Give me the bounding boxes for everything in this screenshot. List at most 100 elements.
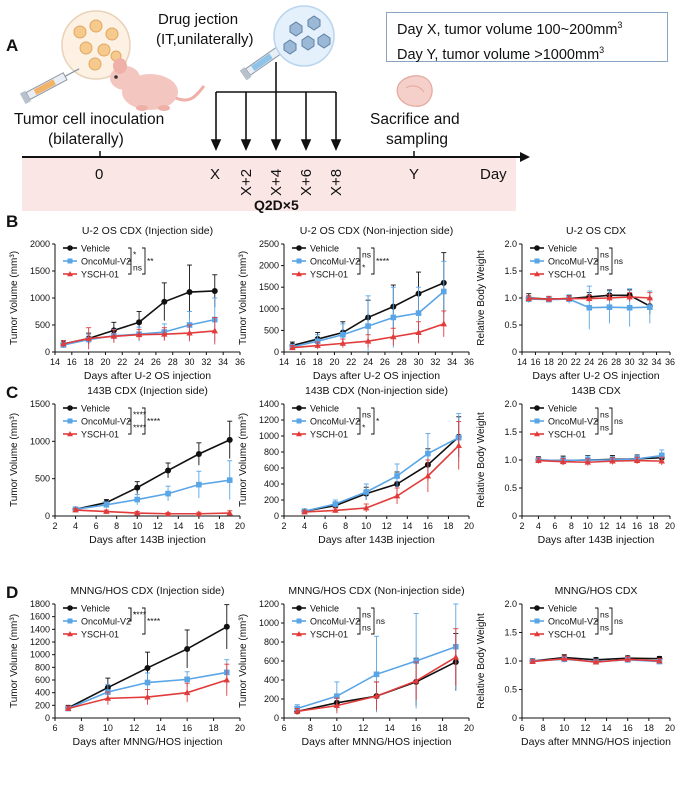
data-point xyxy=(103,508,110,514)
data-point xyxy=(624,655,631,662)
y-tick-label: 2500 xyxy=(259,239,279,249)
series-line xyxy=(75,439,231,511)
legend-label: Vehicle xyxy=(310,604,339,614)
data-point xyxy=(606,294,613,301)
data-point xyxy=(545,295,553,302)
significance-bracket: ns xyxy=(609,247,623,275)
x-tick-label: 12 xyxy=(580,723,590,733)
x-tick-label: 20 xyxy=(665,521,675,531)
data-point xyxy=(452,653,459,660)
data-point xyxy=(415,310,422,316)
data-point xyxy=(211,287,218,294)
bracket-line xyxy=(357,420,361,435)
y-tick-label: 400 xyxy=(264,479,279,489)
legend-entry: Vehicle xyxy=(63,244,110,254)
x-tick-label: 4 xyxy=(302,521,307,531)
bracket-line xyxy=(128,420,132,435)
y-tick-label: 1200 xyxy=(259,415,279,425)
data-point xyxy=(223,676,230,683)
bracket-line xyxy=(128,260,132,275)
significance-label: ns xyxy=(614,416,623,426)
y-tick-label: 2.0 xyxy=(504,599,517,609)
tick-label-x6: X+6 xyxy=(298,169,315,196)
bracket-line xyxy=(371,247,375,275)
y-tick-label: 400 xyxy=(264,675,279,685)
y-tick-label: 1600 xyxy=(30,612,50,622)
y-tick-label: 200 xyxy=(35,700,50,710)
condition-note-box: Day X, tumor volume 100~200mm3 Day Y, tu… xyxy=(386,12,668,63)
legend-entry: OncoMul-V2 xyxy=(530,417,598,427)
data-point xyxy=(424,472,432,479)
bracket-line xyxy=(609,607,613,635)
legend-entry: OncoMul-V2 xyxy=(292,617,360,627)
timeline-arrowhead xyxy=(520,152,530,162)
legend-marker xyxy=(67,245,73,251)
experiment-timeline: Drug jection (IT,unilaterally) Tumor cel… xyxy=(14,5,530,213)
data-point xyxy=(626,304,633,311)
data-point xyxy=(334,693,340,699)
y-tick-label: 600 xyxy=(264,656,279,666)
y-tick-label: 1200 xyxy=(30,637,50,647)
note-line-1-sup: 3 xyxy=(617,20,623,30)
x-tick-label: 34 xyxy=(218,357,228,367)
timeline-day-label: Day xyxy=(480,166,507,183)
x-axis-label: Days after 143B injection xyxy=(538,534,655,546)
data-point xyxy=(144,679,151,686)
x-tick-label: 16 xyxy=(194,521,204,531)
series-ysch-01 xyxy=(65,663,230,712)
data-point xyxy=(586,304,593,311)
legend-label: Vehicle xyxy=(548,604,577,614)
x-tick-label: 36 xyxy=(235,357,245,367)
legend-label: OncoMul-V2 xyxy=(81,417,131,427)
y-tick-label: 0 xyxy=(45,713,50,723)
legend-marker xyxy=(296,418,302,424)
y-tick-label: 0 xyxy=(45,347,50,357)
legend-label: YSCH-01 xyxy=(81,630,119,640)
data-point xyxy=(333,702,341,709)
legend-label: YSCH-01 xyxy=(81,270,119,280)
y-tick-label: 500 xyxy=(35,474,50,484)
y-tick-label: 800 xyxy=(35,662,50,672)
x-tick-label: 6 xyxy=(52,723,57,733)
tissue-sample-icon xyxy=(396,75,433,107)
y-tick-label: 0 xyxy=(274,347,279,357)
y-tick-label: 1400 xyxy=(30,624,50,634)
x-tick-label: 14 xyxy=(602,723,612,733)
data-point xyxy=(183,689,191,696)
x-tick-label: 16 xyxy=(67,357,77,367)
x-tick-label: 20 xyxy=(557,357,567,367)
legend-entry: Vehicle xyxy=(292,604,339,614)
legend-label: OncoMul-V2 xyxy=(310,617,360,627)
legend-entry: YSCH-01 xyxy=(292,270,348,280)
x-tick-label: 32 xyxy=(430,357,440,367)
chart-c1: 143B CDX (Injection side) 2 4 6 8 10 12 14 16 18 2… xyxy=(9,385,245,546)
x-tick-label: 10 xyxy=(103,723,113,733)
x-tick-label: 18 xyxy=(644,723,654,733)
x-tick-label: 12 xyxy=(382,521,392,531)
y-tick-label: 500 xyxy=(264,325,279,335)
significance-bracket: ns xyxy=(128,260,142,275)
x-axis-label: Days after 143B injection xyxy=(89,534,206,546)
significance-label: ns xyxy=(133,263,142,273)
data-point xyxy=(134,509,141,516)
legend-entry: Vehicle xyxy=(63,604,110,614)
data-point xyxy=(103,502,110,508)
legend-entry: OncoMul-V2 xyxy=(292,417,360,427)
significance-label: ns xyxy=(362,410,371,420)
y-tick-label: 0 xyxy=(45,511,50,521)
panel-label-b: B xyxy=(6,212,19,231)
x-tick-label: 14 xyxy=(517,357,527,367)
bracket-line xyxy=(595,420,599,435)
data-point xyxy=(314,338,321,344)
note-line-2-sup: 3 xyxy=(599,44,605,55)
note-line-2-text: Day Y, tumor volume >1000mm xyxy=(397,46,600,63)
data-point xyxy=(226,509,233,516)
legend-marker xyxy=(296,631,302,637)
timeline-band xyxy=(22,157,516,211)
series-ysch-01 xyxy=(289,310,447,351)
x-tick-label: 22 xyxy=(571,357,581,367)
x-tick-label: 18 xyxy=(209,723,219,733)
legend-marker xyxy=(67,258,73,264)
legend-entry: YSCH-01 xyxy=(530,430,586,440)
